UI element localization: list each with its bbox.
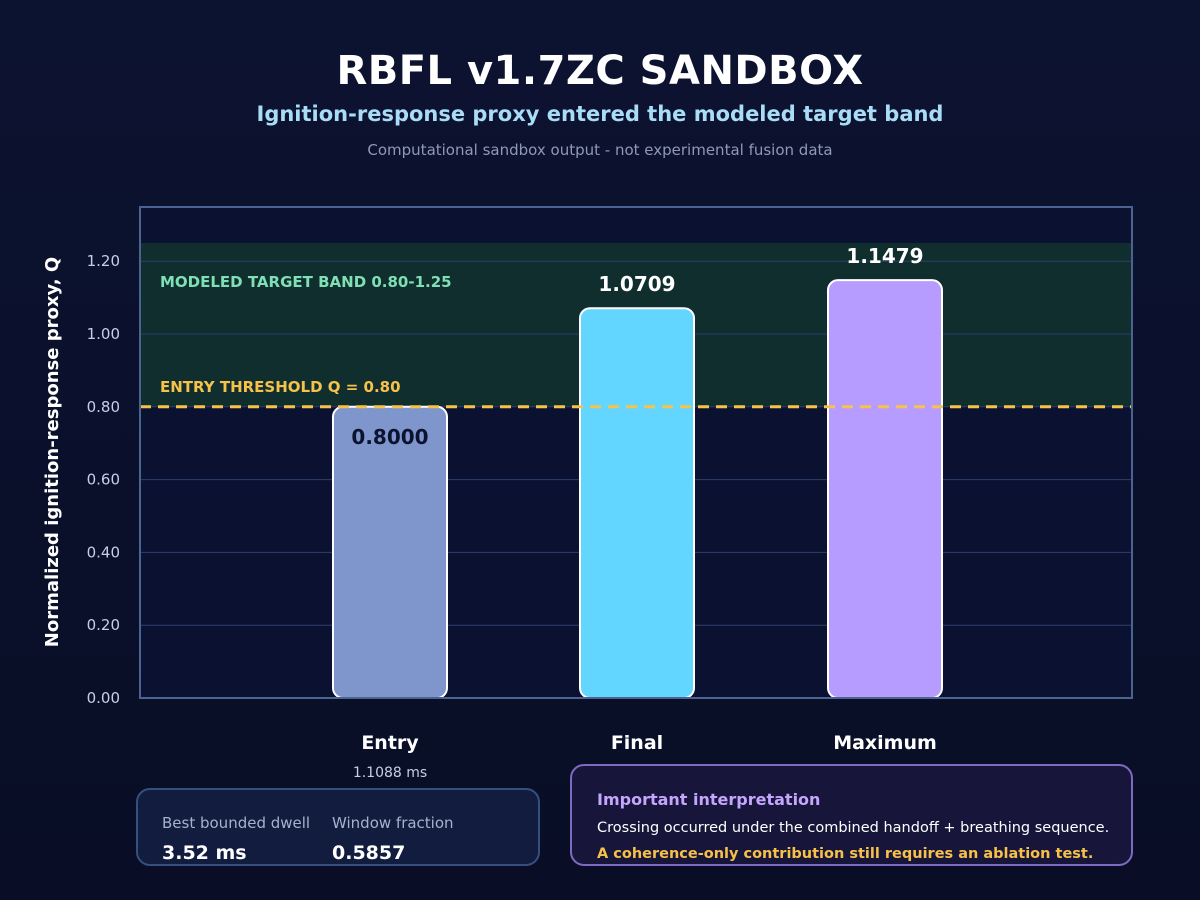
plot-border: [139, 206, 1133, 699]
y-tick-label: 0.00: [87, 689, 120, 707]
value-label-entry: 0.8000: [351, 425, 428, 449]
chart-title: RBFL v1.7ZC SANDBOX: [336, 48, 864, 94]
x-tick-label: Maximum: [833, 732, 937, 754]
chart-svg: 0.00 0.20 0.40 0.60 0.80 1.00 1.20 MODELED TARG…: [42, 206, 1133, 780]
fraction-label: Window fraction: [332, 814, 454, 832]
bar-entry: [332, 405, 448, 699]
y-tick-label: 1.00: [87, 325, 120, 343]
y-axis-label: Normalized ignition-response proxy, Q: [42, 257, 63, 647]
value-label-maximum: 1.1479: [846, 244, 923, 268]
y-tick-label: 0.20: [87, 616, 120, 634]
threshold-label: ENTRY THRESHOLD Q = 0.80: [160, 378, 401, 396]
metrics-card: Best bounded dwell 3.52 ms Window fracti…: [136, 788, 540, 866]
chart-note: Computational sandbox output - not exper…: [367, 141, 833, 159]
y-tick-label: 0.60: [87, 471, 120, 489]
dwell-value: 3.52 ms: [162, 842, 247, 864]
chart-subtitle: Ignition-response proxy entered the mode…: [256, 102, 944, 126]
x-tick-sublabel: 1.1088 ms: [353, 765, 427, 780]
y-tick-label: 0.80: [87, 398, 120, 416]
dwell-label: Best bounded dwell: [162, 814, 311, 832]
value-label-final: 1.0709: [598, 272, 675, 296]
interpretation-title: Important interpretation: [597, 790, 821, 809]
y-tick-label: 0.40: [87, 543, 120, 561]
interpretation-body: Crossing occurred under the combined han…: [597, 820, 1110, 836]
interpretation-card: Important interpretation Crossing occurr…: [570, 764, 1133, 866]
bar-maximum: [827, 279, 943, 699]
y-tick-label: 1.20: [87, 252, 120, 270]
bar-final: [579, 307, 695, 699]
fraction-value: 0.5857: [332, 842, 406, 864]
x-tick-label: Entry: [361, 732, 419, 754]
target-band-label: MODELED TARGET BAND 0.80-1.25: [160, 273, 452, 291]
x-tick-label: Final: [611, 732, 663, 754]
interpretation-warning: A coherence-only contribution still requ…: [597, 846, 1094, 862]
